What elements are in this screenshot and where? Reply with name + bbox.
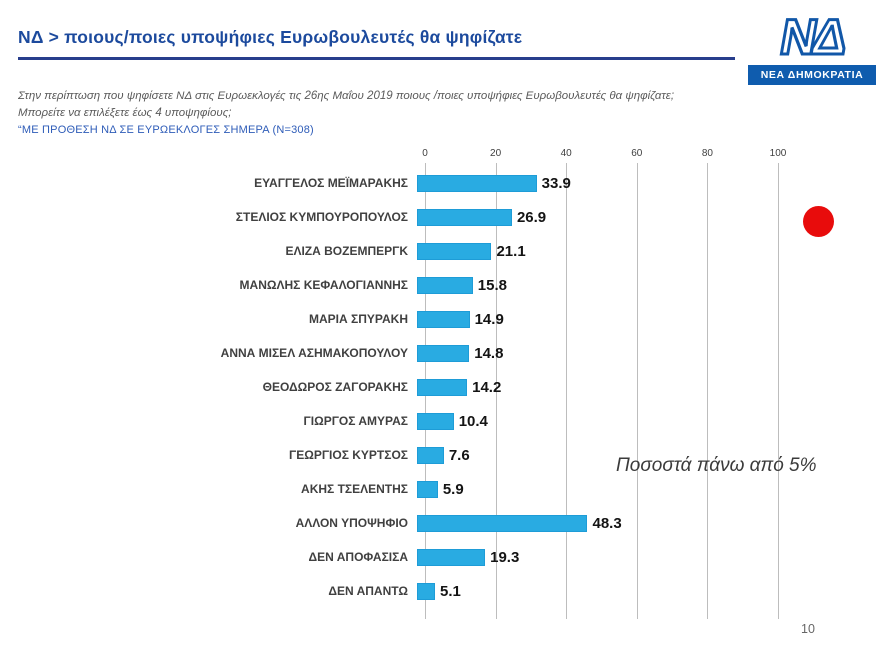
x-axis-tick-label: 40: [560, 148, 572, 159]
bar-value-label: 14.9: [474, 310, 504, 328]
question-text: Στην περίπτωση που ψηφίσετε ΝΔ στις Ευρω…: [18, 88, 674, 138]
bar: [417, 378, 468, 396]
bar-track: 5.9: [417, 480, 770, 498]
bar-track: 5.1: [417, 582, 770, 600]
x-axis-labels: 0 20 40 60 80 100: [422, 146, 786, 166]
bar-category-label: ΓΙΩΡΓΟΣ ΑΜΥΡΑΣ: [303, 414, 408, 428]
bar-track: 21.1: [417, 242, 770, 260]
bar: [417, 208, 512, 226]
nd-logo-band: ΝΕΑ ΔΗΜΟΚΡΑΤΙΑ: [748, 65, 876, 85]
bar-row: ΔΕΝ ΑΠΑΝΤΩ 5.1: [0, 574, 880, 608]
x-axis-tick-label: 60: [631, 148, 643, 159]
page-title: ΝΔ > ποιους/ποιες υποψήφιες Ευρωβουλευτέ…: [18, 27, 523, 47]
bar-category-label: ΕΥΑΓΓΕΛΟΣ ΜΕΪΜΑΡΑΚΗΣ: [254, 176, 408, 190]
bar: [417, 514, 588, 532]
plot-area: ΕΥΑΓΓΕΛΟΣ ΜΕΪΜΑΡΑΚΗΣ 33.9 ΣΤΕΛΙΟΣ ΚΥΜΠΟΥΡΟ…: [0, 163, 880, 619]
bar-value-label: 48.3: [592, 514, 622, 532]
bar-category-label: ΑΚΗΣ ΤΣΕΛΕΝΤΗΣ: [301, 482, 408, 496]
bar-row: ΑΚΗΣ ΤΣΕΛΕΝΤΗΣ 5.9: [0, 472, 880, 506]
bar-rows: ΕΥΑΓΓΕΛΟΣ ΜΕΪΜΑΡΑΚΗΣ 33.9 ΣΤΕΛΙΟΣ ΚΥΜΠΟΥΡΟ…: [0, 166, 880, 608]
bar-category-label: ΕΛΙΖΑ ΒΟΖΕΜΠΕΡΓΚ: [285, 244, 408, 258]
page-number: 10: [801, 622, 815, 636]
gridline: [778, 163, 779, 619]
bar-row: ΕΥΑΓΓΕΛΟΣ ΜΕΪΜΑΡΑΚΗΣ 33.9: [0, 166, 880, 200]
bar-row: ΑΛΛΟΝ ΥΠΟΨΗΦΙΟ 48.3: [0, 506, 880, 540]
x-axis-tick-label: 100: [769, 148, 787, 159]
bar-row: ΜΑΡΙΑ ΣΠΥΡΑΚΗ 14.9: [0, 302, 880, 336]
bar-value-label: 26.9: [516, 208, 547, 226]
gridline: [566, 163, 568, 619]
bar-category-label: ΜΑΡΙΑ ΣΠΥΡΑΚΗ: [309, 312, 408, 326]
bar: [417, 548, 486, 566]
bar-value-label: 15.8: [477, 276, 507, 294]
bar-value-label: 7.6: [448, 446, 470, 464]
title-underline: [18, 57, 735, 60]
bar: [417, 582, 435, 600]
nd-logo: ΝΔ ΝΕΑ ΔΗΜΟΚΡΑΤΙΑ: [748, 8, 876, 85]
bar-value-label: 5.9: [442, 480, 464, 498]
bar-row: ΓΕΩΡΓΙΟΣ ΚΥΡΤΣΟΣ 7.6: [0, 438, 880, 472]
bar-track: 19.3: [417, 548, 770, 566]
bar: [417, 310, 470, 328]
bar-track: 14.9: [417, 310, 770, 328]
bar-category-label: ΣΤΕΛΙΟΣ ΚΥΜΠΟΥΡΟΠΟΥΛΟΣ: [235, 210, 408, 224]
bar-category-label: ΓΕΩΡΓΙΟΣ ΚΥΡΤΣΟΣ: [289, 448, 408, 462]
bar-track: 7.6: [417, 446, 770, 464]
bar-track: 33.9: [417, 174, 770, 192]
bar-value-label: 21.1: [496, 242, 526, 260]
question-line-2: Μπορείτε να επιλέξετε έως 4 υποψηφίους;: [18, 106, 232, 119]
bar-track: 15.8: [417, 276, 770, 294]
bar-track: 14.8: [417, 344, 770, 362]
bar-track: 26.9: [417, 208, 770, 226]
bar-track: 14.2: [417, 378, 770, 396]
x-axis-tick-label: 80: [701, 148, 713, 159]
bar-row: ΑΝΝΑ ΜΙΣΕΛ ΑΣΗΜΑΚΟΠΟΥΛΟΥ 14.8: [0, 336, 880, 370]
bar-row: ΓΙΩΡΓΟΣ ΑΜΥΡΑΣ 10.4: [0, 404, 880, 438]
bar-row: ΜΑΝΩΛΗΣ ΚΕΦΑΛΟΓΙΑΝΝΗΣ 15.8: [0, 268, 880, 302]
bar-track: 48.3: [417, 514, 770, 532]
nd-logo-mark: ΝΔ: [748, 8, 876, 65]
bar-value-label: 10.4: [458, 412, 488, 430]
bar-value-label: 5.1: [440, 582, 461, 600]
bar: [417, 344, 470, 362]
bar: [417, 446, 444, 464]
gridline: [707, 163, 709, 619]
bar: [417, 174, 537, 192]
bar-category-label: ΜΑΝΩΛΗΣ ΚΕΦΑΛΟΓΙΑΝΝΗΣ: [239, 278, 408, 292]
bar-row: ΣΤΕΛΙΟΣ ΚΥΜΠΟΥΡΟΠΟΥΛΟΣ 26.9: [0, 200, 880, 234]
bar-value-label: 14.2: [472, 378, 502, 396]
bar-row: ΕΛΙΖΑ ΒΟΖΕΜΠΕΡΓΚ 21.1: [0, 234, 880, 268]
bar-category-label: ΔΕΝ ΑΠΑΝΤΩ: [328, 584, 408, 598]
bar: [417, 480, 438, 498]
red-dot-marker: [803, 206, 834, 237]
bar: [417, 276, 473, 294]
bar-category-label: ΘΕΟΔΩΡΟΣ ΖΑΓΟΡΑΚΗΣ: [262, 380, 408, 394]
bar-track: 10.4: [417, 412, 770, 430]
gridline: [636, 163, 638, 619]
gridline: [495, 163, 497, 619]
bar-category-label: ΔΕΝ ΑΠΟΦΑΣΙΣΑ: [308, 550, 408, 564]
bar: [417, 242, 492, 260]
bar-category-label: ΑΛΛΟΝ ΥΠΟΨΗΦΙΟ: [295, 516, 408, 530]
bar-chart: 0 20 40 60 80 100 ΕΥΑΓΓΕΛΟΣ ΜΕΪΜΑΡΑΚΗΣ 33.9 ΣΤΕ…: [0, 146, 880, 619]
x-axis-tick-label: 0: [422, 148, 428, 159]
bar-value-label: 33.9: [541, 174, 571, 192]
bar-value-label: 14.8: [474, 344, 504, 362]
x-axis-tick-label: 20: [490, 148, 502, 159]
bar-category-label: ΑΝΝΑ ΜΙΣΕΛ ΑΣΗΜΑΚΟΠΟΥΛΟΥ: [220, 346, 408, 360]
base-note: “ΜΕ ΠΡΟΘΕΣΗ ΝΔ ΣΕ ΕΥΡΩΕΚΛΟΓΕΣ ΣΗΜΕΡΑ (Ν=…: [18, 124, 314, 136]
question-line-1: Στην περίπτωση που ψηφίσετε ΝΔ στις Ευρω…: [18, 90, 675, 102]
bar: [417, 412, 454, 430]
threshold-note: Ποσοστά πάνω από 5%: [616, 455, 817, 476]
bar-row: ΘΕΟΔΩΡΟΣ ΖΑΓΟΡΑΚΗΣ 14.2: [0, 370, 880, 404]
bar-row: ΔΕΝ ΑΠΟΦΑΣΙΣΑ 19.3: [0, 540, 880, 574]
bar-value-label: 19.3: [490, 548, 520, 566]
nd-logo-letters: ΝΔ: [775, 8, 850, 65]
